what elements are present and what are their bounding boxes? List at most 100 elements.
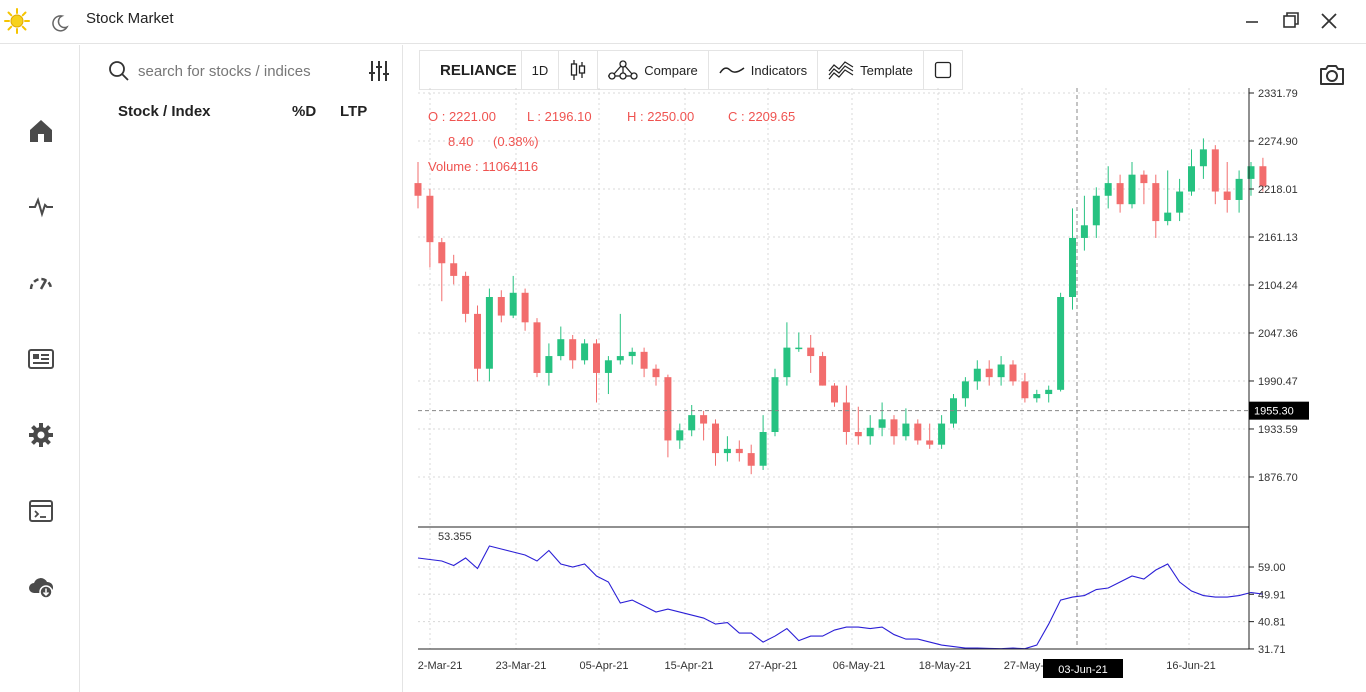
crosshair-price-label: 1955.30 [1254,406,1294,418]
candle [961,377,969,407]
template-button[interactable]: Template [818,51,924,89]
candle [1152,174,1160,238]
candle-body [890,419,898,437]
chart-grid [418,88,1249,650]
search-input[interactable] [136,59,340,83]
candle-body [1235,178,1243,200]
filter-sliders-icon[interactable] [368,59,390,83]
price-tick-label: 2161.13 [1258,232,1298,244]
candle [783,322,791,386]
title-bar: Stock Market [0,0,1366,44]
candle-body [771,377,779,433]
close-icon[interactable] [1318,10,1340,32]
candle [640,347,648,378]
price-tick-label: 1933.59 [1258,424,1298,436]
compare-button[interactable]: Compare [598,51,709,89]
indicator-wave-icon [719,67,745,74]
candle [474,305,481,382]
candle [878,402,886,437]
candle-body [640,351,648,369]
candle-body [1223,191,1231,200]
candle-body [1247,166,1255,179]
minimize-icon[interactable] [1242,10,1264,32]
date-tick-label: 16-Jun-21 [1166,660,1216,672]
candle-body [533,322,541,373]
candle-body [795,347,803,350]
moon-icon[interactable] [50,13,70,33]
candle [1080,195,1088,251]
ohlc-volume: Volume : 11064116 [428,159,538,174]
candle-body [973,368,981,382]
indicator-tick-label: 49.91 [1258,589,1286,601]
price-tick-label: 2047.36 [1258,328,1298,340]
candle-body [819,356,827,386]
candle-body [1176,191,1184,213]
candle-body [1116,183,1124,205]
candle [581,339,589,365]
terminal-icon[interactable] [27,497,55,525]
template-label: Template [860,62,913,78]
candle-body [700,415,708,424]
cloud-download-icon[interactable] [27,573,55,601]
candle-body [593,343,600,373]
price-chart[interactable]: 53.355 2331.79 2274.90 2218.01 2161.13 2104.… [403,88,1366,692]
symbol-selector[interactable]: RELIANCE [420,51,522,89]
candle-body [1128,174,1136,205]
candle-body [462,275,470,314]
candle [1140,170,1148,205]
date-tick-label: 2-Mar-21 [418,660,463,672]
candle [866,415,874,445]
compare-icon [608,60,638,80]
camera-icon[interactable] [1318,62,1346,88]
ohlc-close: C : 2209.65 [728,109,795,124]
candle-body [878,419,886,428]
candle [819,351,827,386]
candle [1104,166,1112,209]
candle [1199,138,1207,179]
chart-axes: 2331.79 2274.90 2218.01 2161.13 2104.24 2047.… [418,88,1298,672]
candle-body [1259,166,1267,187]
candle-body [723,448,731,454]
chart-type-button[interactable] [559,51,599,89]
home-icon[interactable] [27,117,55,145]
pulse-icon[interactable] [27,193,55,221]
crosshair-date-box [1043,659,1123,678]
gear-icon[interactable] [27,421,55,449]
candle-body [497,297,505,316]
candle [1259,157,1267,192]
candle [497,290,505,323]
candle-body [1211,149,1219,192]
candle-body [1069,237,1076,298]
column-header-change[interactable]: %D [292,103,317,120]
candle-body [1092,195,1100,226]
candle-body [783,347,791,378]
candle-body [1021,381,1029,399]
price-tick-label: 1990.47 [1258,376,1298,388]
candle [450,254,458,285]
candle-body [616,356,624,361]
candle-body [938,423,946,445]
indicators-label: Indicators [750,62,808,78]
candle [1069,208,1076,310]
gauge-icon[interactable] [27,269,55,297]
candle [973,360,981,390]
candle [628,347,636,365]
square-icon [934,61,952,79]
date-tick-label: 18-May-21 [919,660,972,672]
candle [854,406,862,445]
sun-icon[interactable] [4,8,30,34]
candle-body [866,427,874,437]
maximize-icon[interactable] [1280,10,1302,32]
column-header-ltp[interactable]: LTP [340,103,368,120]
drawing-toggle-button[interactable] [924,51,962,89]
interval-button[interactable]: 1D [522,51,560,89]
date-tick-label: 15-Apr-21 [665,660,714,672]
candle-body [735,448,743,454]
date-tick-label: 05-Apr-21 [580,660,629,672]
candle-body [712,423,719,454]
indicators-button[interactable]: Indicators [709,51,819,89]
column-header-name[interactable]: Stock / Index [118,103,211,120]
candle [676,423,684,449]
candle [771,368,779,437]
news-icon[interactable] [27,345,55,373]
